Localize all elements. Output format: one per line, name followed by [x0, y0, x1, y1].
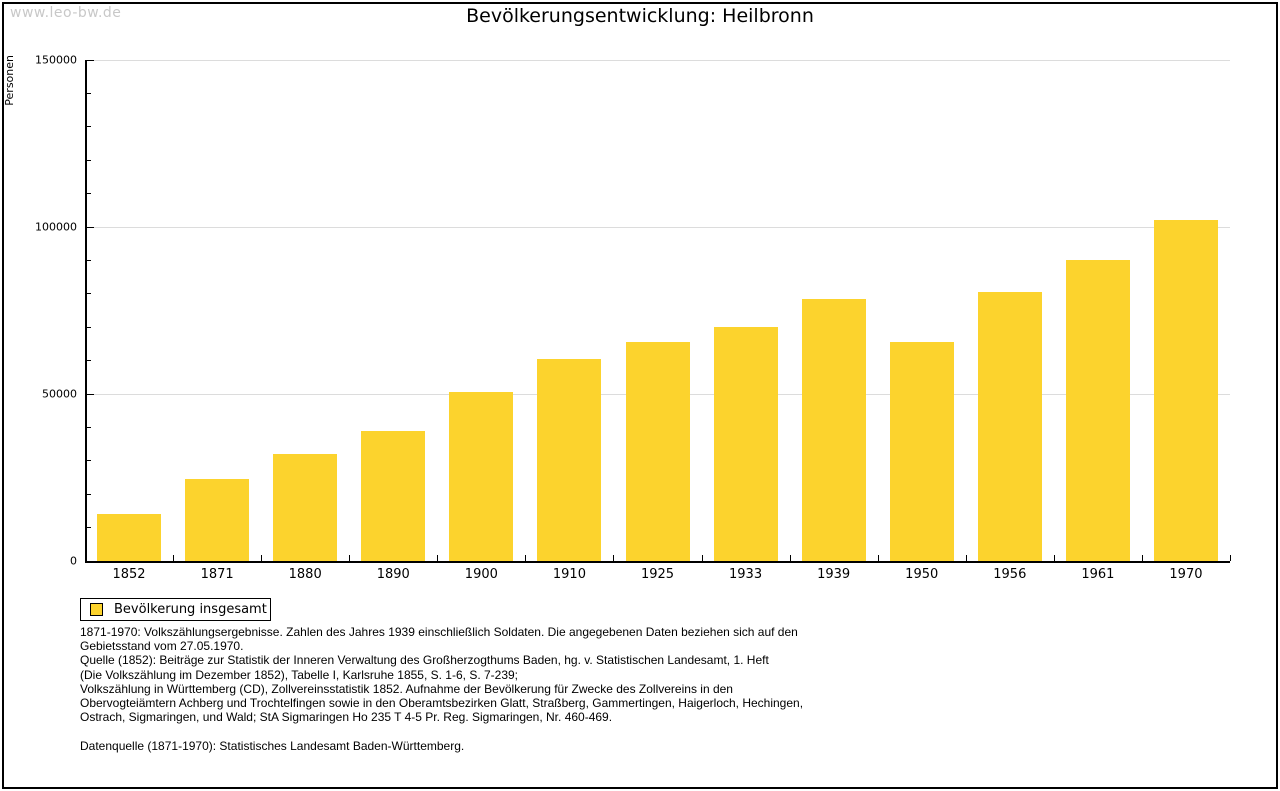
gridline: [87, 227, 1230, 228]
y-tick-label: 0: [70, 554, 77, 568]
y-minor-tick: [87, 426, 91, 428]
y-minor-tick: [87, 259, 91, 261]
bar: [185, 479, 249, 561]
x-tick-label: 1871: [200, 567, 234, 582]
bar: [890, 342, 954, 561]
x-tick-label: 1910: [552, 567, 586, 582]
bar: [626, 342, 690, 561]
x-boundary-tick: [437, 555, 438, 561]
y-minor-tick: [87, 126, 91, 128]
footnote-line: Volkszählung in Württemberg (CD), Zollve…: [80, 681, 733, 696]
y-minor-tick: [87, 527, 91, 529]
x-boundary-tick: [349, 555, 350, 561]
x-boundary-tick: [1142, 555, 1143, 561]
y-major-tick: [87, 393, 94, 395]
x-boundary-tick: [702, 555, 703, 561]
footnote-line: (Die Volkszählung im Dezember 1852), Tab…: [80, 667, 519, 682]
bar: [1154, 220, 1218, 561]
bar: [537, 359, 601, 561]
legend-label: Bevölkerung insgesamt: [114, 602, 267, 617]
y-tick-label: 150000: [35, 53, 77, 67]
y-axis-label: Personen: [3, 55, 16, 106]
x-tick-label: 1852: [112, 567, 146, 582]
x-boundary-tick: [85, 555, 86, 561]
x-tick-label: 1961: [1081, 567, 1115, 582]
footnote-line: Datenquelle (1871-1970): Statistisches L…: [80, 738, 465, 753]
x-boundary-tick: [1230, 555, 1231, 561]
y-minor-tick: [87, 460, 91, 462]
footnotes: 1871-1970: Volkszählungsergebnisse. Zahl…: [80, 625, 803, 753]
gridline: [87, 60, 1230, 61]
y-minor-tick: [87, 493, 91, 495]
bar: [714, 327, 778, 561]
footnote-spacer: [80, 724, 803, 738]
x-tick-label: 1925: [640, 567, 675, 582]
y-minor-tick: [87, 92, 91, 94]
footnote-line: Quelle (1852): Beiträge zur Statistik de…: [80, 653, 769, 668]
x-tick-label: 1933: [729, 567, 763, 582]
x-boundary-tick: [878, 555, 879, 561]
bar: [978, 292, 1042, 561]
bar: [449, 392, 513, 561]
y-minor-tick: [87, 326, 91, 328]
plot-area: 0 50000 100000 150000 1852 1871 1880 1890 1900 19…: [35, 54, 1231, 582]
footnote-line: Gebietsstand vom 27.05.1970.: [80, 639, 244, 654]
y-tick-label: 100000: [35, 220, 77, 234]
y-axis-line: [85, 60, 87, 561]
x-tick-label: 1956: [993, 567, 1027, 582]
legend-swatch-icon: [90, 603, 103, 616]
x-boundary-tick: [966, 555, 967, 561]
bar: [273, 454, 337, 561]
x-boundary-tick: [1054, 555, 1055, 561]
y-minor-tick: [87, 360, 91, 362]
x-tick-label: 1890: [376, 567, 410, 582]
bar: [1066, 260, 1130, 561]
x-tick-label: 1880: [288, 567, 322, 582]
watermark-text: www.leo-bw.de: [10, 5, 122, 21]
x-boundary-tick: [790, 555, 791, 561]
y-major-tick: [87, 226, 94, 228]
x-axis-line: [85, 561, 1230, 563]
bar: [97, 514, 161, 561]
chart-title: Bevölkerungsentwicklung: Heilbronn: [466, 5, 814, 27]
x-boundary-tick: [613, 555, 614, 561]
x-tick-label: 1939: [817, 567, 851, 582]
y-minor-tick: [87, 193, 91, 195]
x-tick-label: 1950: [905, 567, 939, 582]
y-major-tick: [87, 59, 94, 61]
x-tick-label: 1900: [464, 567, 498, 582]
x-boundary-tick: [525, 555, 526, 561]
x-tick-label: 1970: [1169, 567, 1203, 582]
x-boundary-tick: [261, 555, 262, 561]
bar: [802, 299, 866, 561]
x-boundary-tick: [173, 555, 174, 561]
y-major-tick: [87, 560, 94, 562]
footnote-line: Obervogteiämtern Achberg und Trochtelfin…: [80, 695, 804, 710]
legend-box: Bevölkerung insgesamt: [80, 598, 271, 621]
y-tick-label: 50000: [42, 387, 77, 401]
footnote-line: 1871-1970: Volkszählungsergebnisse. Zahl…: [80, 625, 798, 639]
y-minor-tick: [87, 293, 91, 295]
bar: [361, 431, 425, 561]
footnote-line: Ostrach, Sigmaringen, und Wald; StA Sigm…: [80, 710, 613, 725]
y-minor-tick: [87, 159, 91, 161]
